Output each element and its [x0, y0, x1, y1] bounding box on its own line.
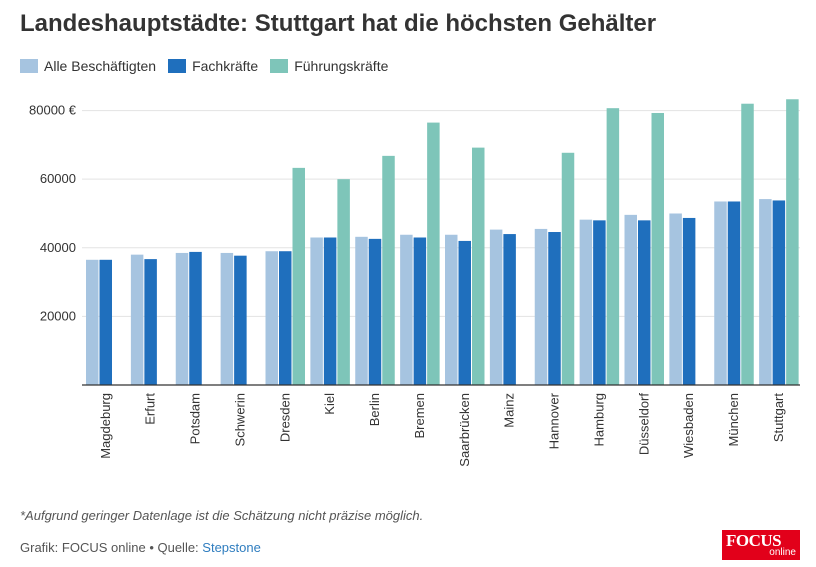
y-tick-label-3: 80000 €	[29, 103, 77, 118]
logo-line1: FOCUS	[726, 531, 782, 550]
bar-0-0	[86, 259, 99, 385]
source-link[interactable]: Stepstone	[202, 540, 261, 555]
x-tick-label-6: Berlin	[367, 393, 382, 426]
bar-2-10	[561, 152, 575, 385]
x-tick-label-5: Kiel	[322, 393, 337, 415]
legend-item-fachkraefte[interactable]: Fachkräfte	[168, 58, 258, 74]
bar-2-4	[292, 167, 305, 385]
bar-1-12	[638, 220, 651, 385]
bar-0-1	[130, 254, 144, 385]
bar-2-6	[382, 155, 395, 385]
x-tick-label-4: Dresden	[277, 393, 292, 442]
bar-0-7	[400, 234, 413, 385]
x-tick-label-14: München	[726, 393, 741, 446]
x-tick-label-13: Wiesbaden	[681, 393, 696, 458]
bar-0-14	[714, 201, 727, 385]
bar-1-11	[593, 220, 606, 385]
bar-1-0	[99, 259, 112, 385]
bar-0-10	[534, 228, 548, 385]
chart-title: Landeshauptstädte: Stuttgart hat die höc…	[20, 10, 657, 37]
bar-2-5	[337, 179, 350, 385]
bar-2-14	[741, 103, 754, 385]
bar-2-11	[606, 108, 620, 385]
legend-label-fachkraefte: Fachkräfte	[192, 58, 259, 74]
bar-0-13	[669, 213, 682, 385]
bar-1-9	[503, 234, 516, 385]
bar-2-12	[651, 112, 664, 386]
bar-2-15	[786, 99, 799, 385]
x-tick-label-2: Potsdam	[188, 393, 203, 444]
bar-1-7	[413, 237, 427, 385]
legend-swatch-fachkraefte	[168, 59, 187, 73]
footnote: *Aufgrund geringer Datenlage ist die Sch…	[20, 508, 424, 523]
legend-label-fuehrungskraefte: Führungskräfte	[294, 58, 389, 74]
bar-0-11	[579, 219, 593, 385]
legend-item-fuehrungskraefte[interactable]: Führungskräfte	[270, 58, 388, 74]
source-line: Grafik: FOCUS online • Quelle: Stepstone	[20, 540, 261, 555]
bar-0-12	[624, 214, 637, 385]
x-tick-label-7: Bremen	[412, 393, 427, 439]
bar-1-1	[144, 259, 157, 385]
bar-0-9	[489, 229, 503, 385]
bar-1-15	[772, 200, 786, 385]
logo-line2: online	[769, 547, 796, 558]
bar-0-3	[220, 252, 234, 385]
source-prefix: Grafik: FOCUS online • Quelle:	[20, 540, 203, 555]
y-tick-label-0: 20000	[40, 308, 76, 323]
bar-2-7	[427, 122, 440, 385]
y-tick-label-1: 40000	[40, 240, 76, 255]
x-tick-label-15: Stuttgart	[771, 393, 786, 443]
x-tick-label-8: Saarbrücken	[457, 393, 472, 467]
bar-1-2	[189, 251, 202, 385]
bar-0-5	[310, 237, 323, 385]
y-tick-label-2: 60000	[40, 171, 76, 186]
focus-online-logo: FOCUS online	[722, 530, 800, 560]
bar-1-14	[727, 201, 741, 385]
legend-swatch-alle	[20, 59, 38, 73]
x-tick-label-3: Schwerin	[232, 393, 247, 446]
bar-2-8	[472, 147, 485, 385]
bar-1-13	[682, 217, 696, 385]
bar-0-4	[265, 251, 278, 385]
x-tick-label-0: Magdeburg	[98, 393, 113, 459]
bar-1-10	[548, 232, 561, 385]
legend: Alle Beschäftigten Fachkräfte Führungskr…	[20, 58, 390, 74]
bar-1-4	[279, 251, 292, 385]
bar-chart: 20000 40000 60000 80000 € Magdeburg Erfurt Pot…	[29, 99, 800, 467]
bar-1-5	[323, 237, 337, 385]
x-tick-label-11: Hamburg	[591, 393, 606, 446]
x-tick-label-1: Erfurt	[143, 393, 158, 425]
bar-0-15	[759, 199, 772, 385]
bar-1-3	[234, 255, 247, 385]
legend-label-alle: Alle Beschäftigten	[44, 58, 157, 74]
bar-0-8	[445, 234, 458, 385]
bar-0-2	[175, 252, 189, 385]
x-tick-label-9: Mainz	[502, 393, 517, 428]
bar-0-6	[355, 236, 368, 385]
bar-1-6	[368, 238, 382, 385]
legend-swatch-fuehrungskraefte	[270, 59, 289, 73]
x-tick-label-10: Hannover	[547, 392, 562, 449]
x-tick-label-12: Düsseldorf	[636, 393, 651, 456]
legend-item-alle[interactable]: Alle Beschäftigten	[20, 58, 156, 74]
bar-1-8	[458, 240, 471, 385]
